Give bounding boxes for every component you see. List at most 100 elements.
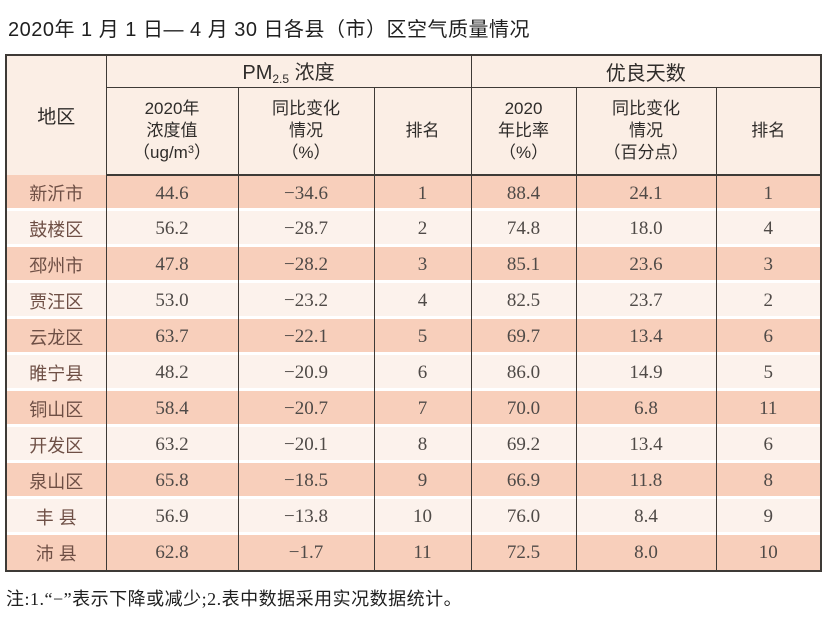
pm-rank-cell: 10 <box>373 499 472 535</box>
ratio-cell: 76.0 <box>470 499 577 535</box>
pm-value-line2: 浓度值 <box>146 120 198 140</box>
column-header-pm-rank: 排名 <box>373 87 472 176</box>
table-row: 铜山区 58.4 −20.7 7 70.0 6.8 11 <box>5 391 822 427</box>
pm-rank-cell: 2 <box>373 211 472 247</box>
ratio-cell: 66.9 <box>470 463 577 499</box>
ratio-change-line3: （百分点） <box>603 142 689 162</box>
pm-value-cell: 65.8 <box>105 463 239 499</box>
pm-rank-cell: 1 <box>373 175 472 211</box>
pm-change-cell: −20.7 <box>237 391 375 427</box>
pm-change-cell: −20.1 <box>237 427 375 463</box>
sub-header-row: 2020年 浓度值 （ug/m3） 同比变化 情况 （%） 排名 2020 年比… <box>6 87 822 176</box>
pm-rank-cell: 3 <box>373 247 472 283</box>
table-row: 邳州市 47.8 −28.2 3 85.1 23.6 3 <box>5 247 822 283</box>
pm-rank-cell: 4 <box>373 283 472 319</box>
ratio-rank-cell: 1 <box>715 175 822 211</box>
pm-rank-cell: 9 <box>373 463 472 499</box>
pm-rank-cell: 6 <box>373 355 472 391</box>
region-cell: 云龙区 <box>5 319 107 355</box>
table-row: 沛 县 62.8 −1.7 11 72.5 8.0 10 <box>5 535 822 571</box>
ratio-cell: 86.0 <box>470 355 577 391</box>
table-row: 云龙区 63.7 −22.1 5 69.7 13.4 6 <box>5 319 822 355</box>
pm-value-unit-pre: （ug/m <box>133 142 188 162</box>
region-cell: 开发区 <box>5 427 107 463</box>
pm-change-cell: −18.5 <box>237 463 375 499</box>
footnote: 注:1.“−”表示下降或减少;2.表中数据采用实况数据统计。 <box>6 589 463 609</box>
ratio-change-cell: 11.8 <box>575 463 717 499</box>
table-row: 开发区 63.2 −20.1 8 69.2 13.4 6 <box>5 427 822 463</box>
pm-change-cell: −13.8 <box>237 499 375 535</box>
column-header-region: 地区 <box>5 55 107 175</box>
column-group-good-days: 优良天数 <box>470 55 822 88</box>
region-cell: 沛 县 <box>5 535 107 571</box>
pm-value-cell: 56.9 <box>105 499 239 535</box>
ratio-cell: 82.5 <box>470 283 577 319</box>
region-cell: 鼓楼区 <box>5 211 107 247</box>
ratio-cell: 85.1 <box>470 247 577 283</box>
pm-change-line2: 情况 <box>289 120 323 140</box>
pm-change-cell: −34.6 <box>237 175 375 211</box>
pm-rank-cell: 11 <box>373 535 472 571</box>
ratio-rank-cell: 9 <box>715 499 822 535</box>
pm-rank-cell: 8 <box>373 427 472 463</box>
ratio-rank-cell: 3 <box>715 247 822 283</box>
pm-change-line3: （%） <box>281 142 331 162</box>
pm-value-cell: 48.2 <box>105 355 239 391</box>
pm-change-cell: −28.2 <box>237 247 375 283</box>
ratio-line3: （%） <box>498 142 549 162</box>
table-row: 睢宁县 48.2 −20.9 6 86.0 14.9 5 <box>5 355 822 391</box>
region-cell: 新沂市 <box>5 175 107 211</box>
table-row: 鼓楼区 56.2 −28.7 2 74.8 18.0 4 <box>5 211 822 247</box>
region-cell: 铜山区 <box>5 391 107 427</box>
pm-value-line1: 2020年 <box>144 98 200 118</box>
ratio-rank-cell: 10 <box>715 535 822 571</box>
ratio-change-cell: 8.0 <box>575 535 717 571</box>
column-header-pm-value: 2020年 浓度值 （ug/m3） <box>105 87 239 176</box>
ratio-change-cell: 14.9 <box>575 355 717 391</box>
ratio-rank-cell: 11 <box>715 391 822 427</box>
pm25-label-prefix: PM <box>242 62 273 85</box>
ratio-cell: 69.7 <box>470 319 577 355</box>
region-cell: 贾汪区 <box>5 283 107 319</box>
table-row: 贾汪区 53.0 −23.2 4 82.5 23.7 2 <box>5 283 822 319</box>
ratio-change-cell: 18.0 <box>575 211 717 247</box>
air-quality-table: 地区 PM2.5 浓度 优良天数 2020年 浓度值 （ug/m3） 同比变化 … <box>5 54 823 572</box>
region-cell: 邳州市 <box>5 247 107 283</box>
pm-value-unit-sup: 3 <box>187 143 194 156</box>
ratio-cell: 74.8 <box>470 211 577 247</box>
column-header-ratio-rank: 排名 <box>715 87 822 176</box>
ratio-change-cell: 8.4 <box>575 499 717 535</box>
pm-change-cell: −22.1 <box>237 319 375 355</box>
pm-value-cell: 62.8 <box>105 535 239 571</box>
ratio-change-cell: 13.4 <box>575 427 717 463</box>
table-row: 丰 县 56.9 −13.8 10 76.0 8.4 9 <box>5 499 822 535</box>
pm-rank-cell: 7 <box>373 391 472 427</box>
table-body: 新沂市 44.6 −34.6 1 88.4 24.1 1 鼓楼区 56.2 −2… <box>5 175 822 571</box>
ratio-line1: 2020 <box>504 98 543 118</box>
pm-value-unit-post: ） <box>193 142 211 162</box>
ratio-change-line1: 同比变化 <box>612 98 681 118</box>
ratio-rank-cell: 8 <box>715 463 822 499</box>
ratio-cell: 88.4 <box>470 175 577 211</box>
ratio-rank-cell: 6 <box>715 319 822 355</box>
pm-value-cell: 63.2 <box>105 427 239 463</box>
ratio-cell: 69.2 <box>470 427 577 463</box>
group-header-row: 地区 PM2.5 浓度 优良天数 <box>5 55 822 175</box>
pm-value-cell: 58.4 <box>105 391 239 427</box>
column-header-pm-change: 同比变化 情况 （%） <box>237 87 375 176</box>
region-cell: 丰 县 <box>5 499 107 535</box>
pm-value-cell: 53.0 <box>105 283 239 319</box>
region-cell: 泉山区 <box>5 463 107 499</box>
pm-change-cell: −20.9 <box>237 355 375 391</box>
pm-value-cell: 47.8 <box>105 247 239 283</box>
ratio-change-cell: 23.7 <box>575 283 717 319</box>
ratio-rank-cell: 6 <box>715 427 822 463</box>
pm-change-cell: −23.2 <box>237 283 375 319</box>
ratio-change-line2: 情况 <box>629 120 664 140</box>
column-group-pm25: PM2.5 浓度 <box>105 55 472 88</box>
ratio-rank-cell: 5 <box>715 355 822 391</box>
pm-rank-cell: 5 <box>373 319 472 355</box>
ratio-rank-cell: 4 <box>715 211 822 247</box>
ratio-rank-cell: 2 <box>715 283 822 319</box>
ratio-cell: 72.5 <box>470 535 577 571</box>
